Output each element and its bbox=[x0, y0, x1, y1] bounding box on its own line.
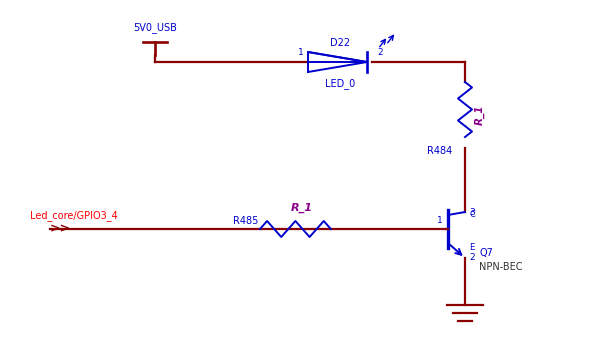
Text: >>: >> bbox=[50, 223, 71, 236]
Text: 1: 1 bbox=[437, 216, 443, 225]
Text: 5V0_USB: 5V0_USB bbox=[133, 22, 177, 33]
Text: 1: 1 bbox=[298, 48, 304, 57]
Text: R484: R484 bbox=[427, 146, 452, 156]
Text: R_1: R_1 bbox=[475, 105, 485, 125]
Text: 2: 2 bbox=[469, 253, 475, 262]
Text: NPN-BEC: NPN-BEC bbox=[479, 262, 522, 272]
Text: LED_0: LED_0 bbox=[325, 78, 355, 89]
Text: R485: R485 bbox=[233, 216, 258, 226]
Text: R_1: R_1 bbox=[291, 203, 313, 213]
Text: C: C bbox=[469, 210, 475, 219]
Text: Q7: Q7 bbox=[479, 248, 493, 258]
Text: D22: D22 bbox=[330, 38, 350, 48]
Text: 2: 2 bbox=[377, 48, 383, 57]
Text: 3: 3 bbox=[469, 208, 475, 217]
Text: Led_core/GPIO3_4: Led_core/GPIO3_4 bbox=[30, 210, 118, 221]
Text: E: E bbox=[469, 244, 474, 252]
